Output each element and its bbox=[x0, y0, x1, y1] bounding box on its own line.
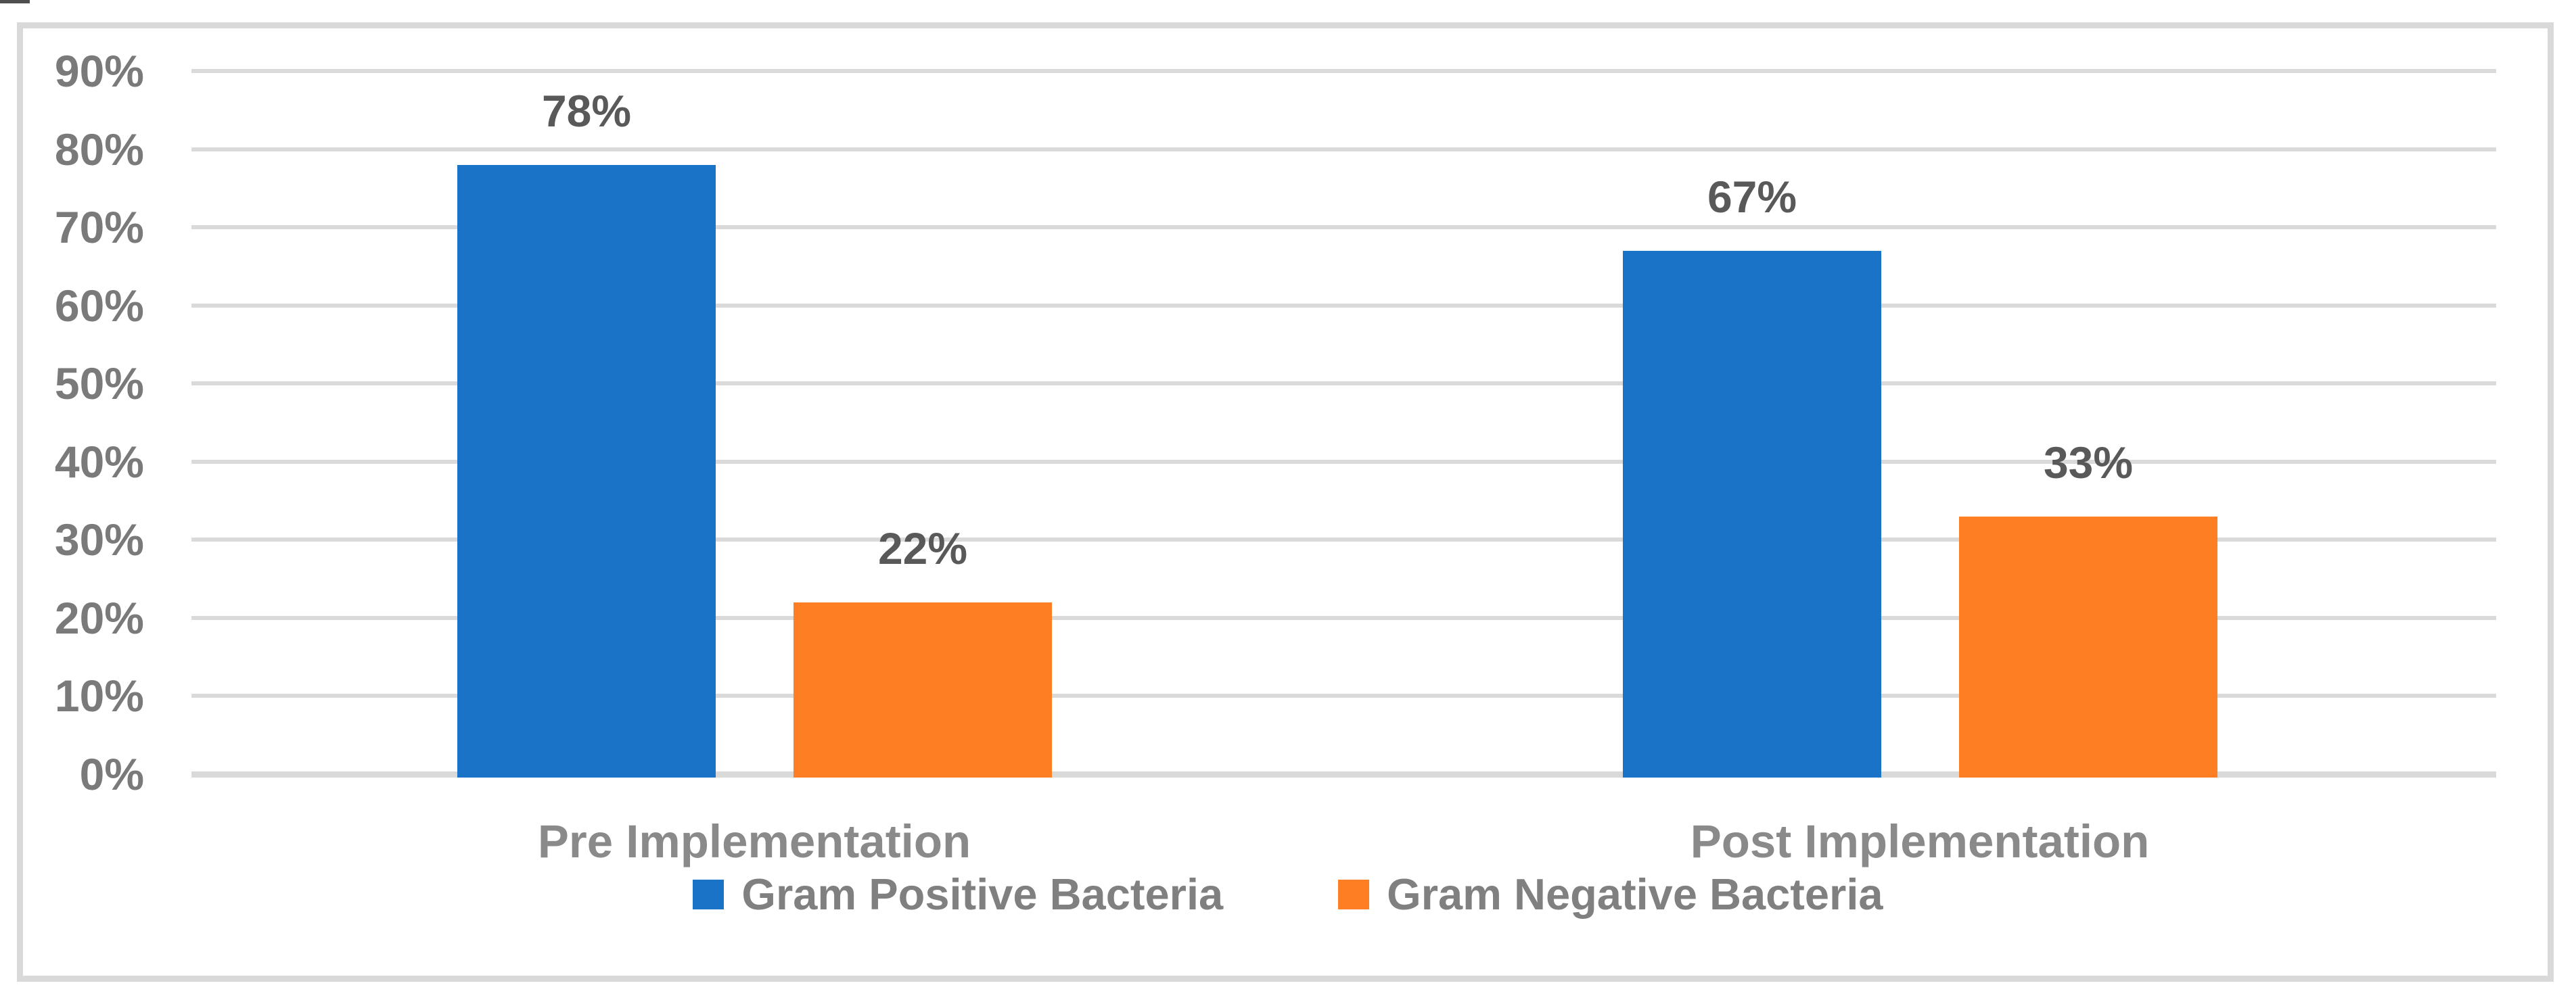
gridline-30 bbox=[191, 538, 2496, 542]
gridline-10 bbox=[191, 694, 2496, 698]
data-label-22pct-pre: 22% bbox=[877, 523, 968, 573]
category-label-post-implementation: Post Implementation bbox=[1690, 815, 2150, 867]
gridline-20 bbox=[191, 616, 2496, 620]
y-axis-tick-label-90: 90% bbox=[54, 46, 144, 96]
legend-entry-gram-negative: Gram Negative Bacteria bbox=[1338, 869, 1883, 920]
data-label-33pct-post: 33% bbox=[2043, 437, 2134, 487]
bar-gram-positive-bacteria-pre bbox=[457, 165, 716, 778]
y-axis-tick-label-40: 40% bbox=[54, 437, 144, 487]
y-axis-tick-label-20: 20% bbox=[54, 593, 144, 643]
category-label-pre-implementation: Pre Implementation bbox=[537, 815, 971, 867]
chart-legend: Gram Positive Bacteria Gram Negative Bac… bbox=[0, 869, 2576, 920]
legend-label-gram-positive: Gram Positive Bacteria bbox=[741, 870, 1224, 919]
y-axis-tick-label-60: 60% bbox=[54, 281, 144, 331]
legend-entry-gram-positive: Gram Positive Bacteria bbox=[693, 869, 1223, 920]
gridline-40 bbox=[191, 460, 2496, 464]
y-axis-tick-label-50: 50% bbox=[54, 358, 144, 408]
gridline-90 bbox=[191, 69, 2496, 73]
legend-swatch-orange-icon bbox=[1338, 879, 1370, 909]
y-axis-tick-label-70: 70% bbox=[54, 202, 144, 252]
bar-gram-negative-bacteria-post bbox=[1959, 517, 2217, 778]
legend-swatch-blue-icon bbox=[693, 879, 724, 909]
gridline-50 bbox=[191, 381, 2496, 385]
gridline-70 bbox=[191, 225, 2496, 229]
y-axis-tick-label-80: 80% bbox=[54, 124, 144, 174]
x-axis-line bbox=[191, 771, 2496, 778]
legend-label-gram-negative: Gram Negative Bacteria bbox=[1387, 870, 1883, 919]
y-axis-tick-label-0: 0% bbox=[79, 749, 144, 799]
chart-border-frame bbox=[17, 22, 2554, 982]
gridline-60 bbox=[191, 304, 2496, 308]
y-axis-tick-label-10: 10% bbox=[54, 671, 144, 721]
gridline-80 bbox=[191, 147, 2496, 151]
y-axis-tick-label-30: 30% bbox=[54, 515, 144, 565]
data-label-67pct-post: 67% bbox=[1707, 172, 1797, 222]
data-label-78pct-pre: 78% bbox=[541, 86, 632, 136]
screen-edge-artifact bbox=[0, 0, 30, 3]
bar-gram-positive-bacteria-post bbox=[1623, 251, 1881, 778]
bar-gram-negative-bacteria-pre bbox=[794, 602, 1052, 778]
